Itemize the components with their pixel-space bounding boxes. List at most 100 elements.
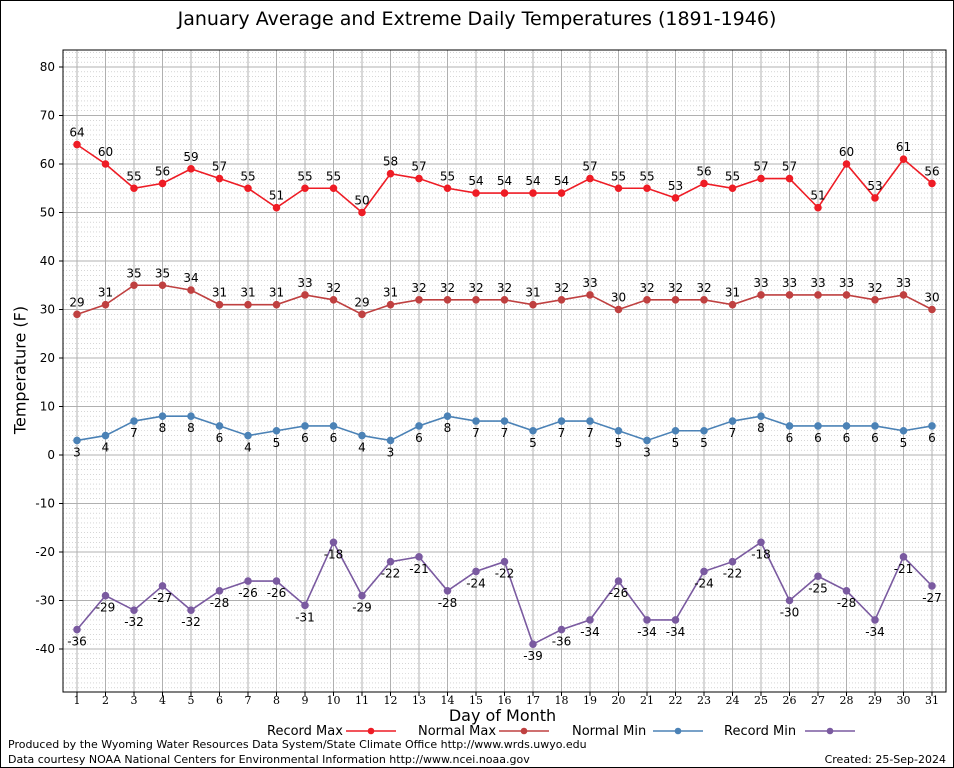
x-tick-label: 5 <box>188 694 195 707</box>
data-point <box>643 184 651 193</box>
data-label: -28 <box>837 596 857 610</box>
y-tick-label: 80 <box>40 60 55 74</box>
data-label: 55 <box>440 169 455 183</box>
data-point <box>443 587 452 595</box>
y-tick-label: -20 <box>35 545 55 559</box>
data-label: 54 <box>468 174 483 188</box>
data-point <box>586 174 594 183</box>
data-label: 32 <box>326 281 341 295</box>
x-tick-label: 24 <box>726 694 740 707</box>
data-point <box>557 296 566 304</box>
data-point <box>899 155 908 163</box>
data-label: 6 <box>928 431 936 445</box>
data-label: 57 <box>411 160 426 174</box>
x-tick-label: 12 <box>384 694 398 707</box>
data-label: 32 <box>639 281 654 295</box>
x-tick-label: 21 <box>640 694 654 707</box>
data-point <box>187 606 195 615</box>
data-label: 6 <box>786 431 794 445</box>
data-point <box>73 625 81 634</box>
data-label: 32 <box>554 281 569 295</box>
data-point <box>586 417 594 425</box>
data-label: 31 <box>725 286 740 300</box>
x-tick-label: 4 <box>159 694 166 707</box>
data-point <box>557 625 566 634</box>
data-label: 57 <box>212 160 227 174</box>
x-tick-label: 25 <box>754 694 768 707</box>
x-axis-label: Day of Month <box>448 706 557 725</box>
x-tick-label: 31 <box>925 694 939 707</box>
data-label: 32 <box>696 281 711 295</box>
data-point <box>643 616 651 624</box>
data-point <box>500 417 509 425</box>
legend-label: Normal Max <box>418 724 496 739</box>
data-point <box>101 431 110 440</box>
data-label: 33 <box>839 276 854 290</box>
data-label: 57 <box>582 160 597 174</box>
data-point <box>130 184 138 193</box>
data-label: 31 <box>98 286 113 300</box>
data-label: -36 <box>552 635 572 649</box>
data-point <box>757 412 765 421</box>
legend-label: Record Min <box>724 724 796 739</box>
data-label: 7 <box>472 426 480 440</box>
legend-label: Record Max <box>267 724 343 739</box>
data-point <box>728 417 737 425</box>
y-tick-label: 70 <box>40 109 55 123</box>
data-label: 50 <box>354 194 369 208</box>
data-point <box>386 300 395 309</box>
data-label: -31 <box>295 610 315 624</box>
data-point <box>472 417 480 425</box>
data-point <box>73 310 81 319</box>
data-label: 32 <box>468 281 483 295</box>
data-label: -34 <box>637 625 657 639</box>
data-label: -30 <box>780 606 800 620</box>
data-label: -26 <box>609 586 629 600</box>
footer-data-source: Data courtesy NOAA National Centers for … <box>8 753 530 766</box>
data-point <box>187 286 195 294</box>
data-label: 7 <box>729 426 737 440</box>
data-label: 6 <box>814 431 822 445</box>
data-point <box>215 587 224 595</box>
data-label: 6 <box>301 431 309 445</box>
chart-title: January Average and Extreme Daily Temper… <box>177 8 777 30</box>
data-point <box>814 291 822 299</box>
data-label: 56 <box>924 164 939 178</box>
data-point <box>472 567 480 576</box>
data-label: -29 <box>352 601 372 615</box>
data-label: 57 <box>782 160 797 174</box>
data-point <box>158 179 167 188</box>
data-point <box>329 184 338 193</box>
data-label: 29 <box>69 295 84 309</box>
data-label: -24 <box>694 576 714 590</box>
data-label: 34 <box>183 271 198 285</box>
x-tick-label: 16 <box>498 694 512 707</box>
data-point <box>842 160 851 168</box>
data-point <box>500 296 509 304</box>
x-tick-label: 29 <box>868 694 882 707</box>
data-label: 6 <box>843 431 851 445</box>
x-tick-label: 9 <box>302 694 309 707</box>
x-tick-label: 20 <box>612 694 626 707</box>
data-point <box>415 422 423 430</box>
data-label: -26 <box>238 586 258 600</box>
data-label: 56 <box>696 164 711 178</box>
data-label: -29 <box>96 601 116 615</box>
data-point <box>728 557 737 566</box>
x-tick-label: 26 <box>783 694 797 707</box>
data-label: -28 <box>210 596 230 610</box>
data-label: 35 <box>126 266 141 280</box>
data-point <box>757 291 765 299</box>
data-point <box>871 616 879 624</box>
data-label: 55 <box>297 169 312 183</box>
legend-marker <box>674 727 682 735</box>
data-point <box>187 412 195 421</box>
data-label: 53 <box>668 179 683 193</box>
data-point <box>728 184 737 193</box>
x-tick-label: 14 <box>441 694 455 707</box>
y-tick-label: 20 <box>40 351 55 365</box>
data-label: 4 <box>244 441 252 455</box>
data-point <box>272 577 281 585</box>
data-label: 64 <box>69 126 84 140</box>
data-point <box>500 557 509 566</box>
